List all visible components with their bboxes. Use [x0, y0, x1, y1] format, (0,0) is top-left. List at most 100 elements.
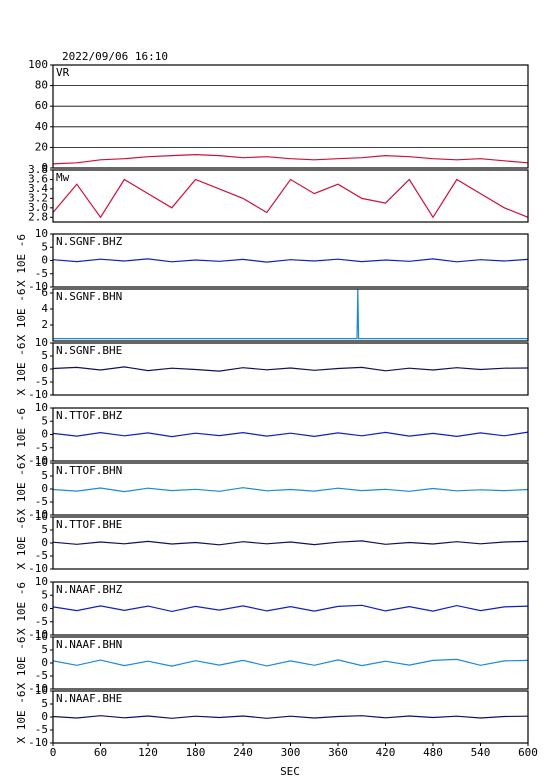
y-axis-label: X 10E -6	[15, 463, 28, 516]
panel-label: N.SGNF.BHE	[56, 344, 122, 357]
panel-frame	[52, 288, 529, 342]
y-tick-label: 5	[41, 349, 48, 362]
y-tick-label: 10	[35, 630, 48, 643]
trace	[52, 178, 529, 219]
y-axis-label: X 10E -6	[15, 343, 28, 396]
panel-frame	[52, 233, 529, 288]
y-axis-label: X 10E -6	[15, 691, 28, 744]
y-tick-label: 2.8	[28, 210, 48, 223]
x-tick-label: 540	[471, 746, 491, 759]
trace	[53, 288, 528, 340]
y-tick-label: 2	[41, 318, 48, 331]
chart-title: 2022/09/06 16:10	[62, 50, 168, 63]
y-axis-label: X 10E -6	[15, 234, 28, 287]
y-tick-label: 10	[35, 227, 48, 240]
y-axis-label: X 10E -6	[15, 582, 28, 635]
y-tick-label: 10	[35, 575, 48, 588]
x-tick-label: 300	[281, 746, 301, 759]
trace	[52, 604, 529, 613]
y-tick-label: 5	[41, 588, 48, 601]
y-tick-label: 3.0	[28, 201, 48, 214]
y-tick-label: 0	[41, 536, 48, 549]
y-tick-label: 0	[41, 428, 48, 441]
y-tick-label: 3.2	[28, 191, 48, 204]
y-tick-label: 10	[35, 456, 48, 469]
y-tick-label: 20	[35, 140, 48, 153]
panel-frame	[52, 407, 529, 462]
panel-frame	[52, 690, 529, 744]
panel-frame	[52, 581, 529, 636]
trace	[52, 366, 529, 372]
y-tick-label: -5	[35, 441, 48, 454]
y-tick-label: 5	[41, 414, 48, 427]
y-tick-label: 3.6	[28, 172, 48, 185]
y-tick-label: -5	[35, 615, 48, 628]
y-axis-label: X 10E -6	[15, 637, 28, 690]
y-tick-label: -5	[35, 549, 48, 562]
panel-frame	[52, 462, 529, 516]
panel-label: N.SGNF.BHZ	[56, 235, 123, 248]
x-tick-label: 120	[138, 746, 158, 759]
y-tick-label: 5	[41, 643, 48, 656]
y-tick-label: -5	[35, 495, 48, 508]
panel-frame	[52, 342, 529, 396]
y-tick-label: 4	[41, 302, 48, 315]
y-tick-label: 3.8	[28, 163, 48, 176]
trace	[52, 487, 529, 493]
panel-label: N.NAAF.BHZ	[56, 583, 123, 596]
panel-label: Mw	[56, 171, 70, 184]
y-tick-label: -5	[35, 267, 48, 280]
y-tick-label: 10	[35, 510, 48, 523]
y-tick-label: 0	[41, 482, 48, 495]
y-tick-label: -10	[28, 682, 48, 695]
y-tick-label: -10	[28, 454, 48, 467]
y-tick-label: 10	[35, 336, 48, 349]
y-tick-label: 5	[41, 697, 48, 710]
panel-frame	[52, 169, 529, 223]
panel-label: N.SGNF.BHN	[56, 290, 122, 303]
y-tick-label: 3.4	[28, 182, 48, 195]
panel-frame	[52, 636, 529, 690]
x-tick-label: 360	[328, 746, 348, 759]
y-tick-label: 40	[35, 120, 48, 133]
y-tick-label: 0	[41, 656, 48, 669]
y-tick-label: 10	[35, 684, 48, 697]
y-tick-label: 100	[28, 58, 48, 71]
trace	[52, 540, 529, 546]
y-tick-label: -10	[28, 508, 48, 521]
x-tick-label: 60	[94, 746, 107, 759]
y-tick-label: 0	[41, 254, 48, 267]
y-tick-label: 6	[41, 286, 48, 299]
panel-label: VR	[56, 66, 70, 79]
x-tick-label: 600	[518, 746, 538, 759]
y-axis-label: X 10E -6	[15, 517, 28, 570]
y-tick-label: -5	[35, 375, 48, 388]
y-tick-label: 0	[41, 710, 48, 723]
y-tick-label: -10	[28, 562, 48, 575]
y-tick-label: 5	[41, 523, 48, 536]
y-tick-label: 0	[41, 161, 48, 174]
trace	[52, 431, 529, 438]
y-tick-label: 5	[41, 240, 48, 253]
y-tick-label: 0	[41, 362, 48, 375]
trace	[52, 715, 529, 719]
y-tick-label: -10	[28, 736, 48, 749]
x-tick-label: 0	[50, 746, 57, 759]
y-axis-label: X 10E -6	[15, 289, 28, 342]
y-tick-label: -10	[28, 628, 48, 641]
y-tick-label: -10	[28, 280, 48, 293]
panel-label: N.NAAF.BHE	[56, 692, 122, 705]
trace	[52, 153, 529, 165]
y-tick-label: -5	[35, 669, 48, 682]
panel-frame	[52, 64, 529, 169]
x-tick-label: 240	[233, 746, 253, 759]
panel-label: N.TTOF.BHN	[56, 464, 122, 477]
panel-label: N.NAAF.BHN	[56, 638, 122, 651]
y-tick-label: -5	[35, 723, 48, 736]
trace	[52, 258, 529, 263]
trace	[52, 658, 529, 667]
y-axis-label: X 10E -6	[15, 408, 28, 461]
panel-label: N.TTOF.BHZ	[56, 409, 123, 422]
